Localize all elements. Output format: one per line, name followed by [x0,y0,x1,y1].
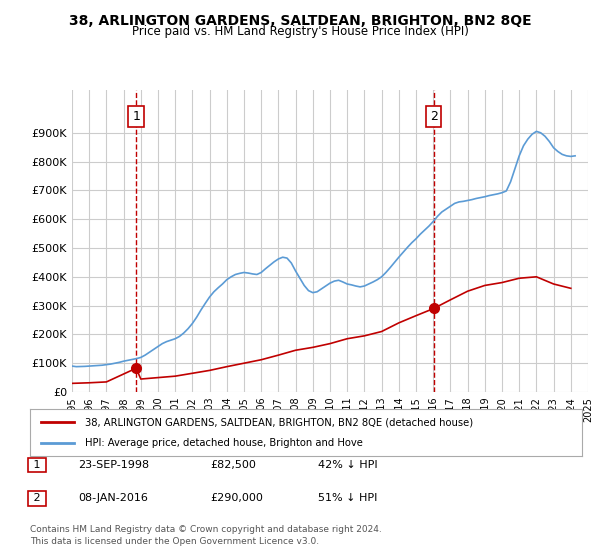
Text: 1: 1 [132,110,140,123]
Text: £290,000: £290,000 [210,493,263,503]
Text: 38, ARLINGTON GARDENS, SALTDEAN, BRIGHTON, BN2 8QE (detached house): 38, ARLINGTON GARDENS, SALTDEAN, BRIGHTO… [85,417,473,427]
Text: Price paid vs. HM Land Registry's House Price Index (HPI): Price paid vs. HM Land Registry's House … [131,25,469,38]
Text: 2: 2 [430,110,437,123]
Text: Contains HM Land Registry data © Crown copyright and database right 2024.
This d: Contains HM Land Registry data © Crown c… [30,525,382,546]
Text: HPI: Average price, detached house, Brighton and Hove: HPI: Average price, detached house, Brig… [85,438,363,448]
Text: 08-JAN-2016: 08-JAN-2016 [78,493,148,503]
Text: 1: 1 [30,460,44,470]
Text: £82,500: £82,500 [210,460,256,470]
Text: 23-SEP-1998: 23-SEP-1998 [78,460,149,470]
Text: 51% ↓ HPI: 51% ↓ HPI [318,493,377,503]
Text: 2: 2 [30,493,44,503]
Text: 38, ARLINGTON GARDENS, SALTDEAN, BRIGHTON, BN2 8QE: 38, ARLINGTON GARDENS, SALTDEAN, BRIGHTO… [68,14,532,28]
Text: 42% ↓ HPI: 42% ↓ HPI [318,460,377,470]
